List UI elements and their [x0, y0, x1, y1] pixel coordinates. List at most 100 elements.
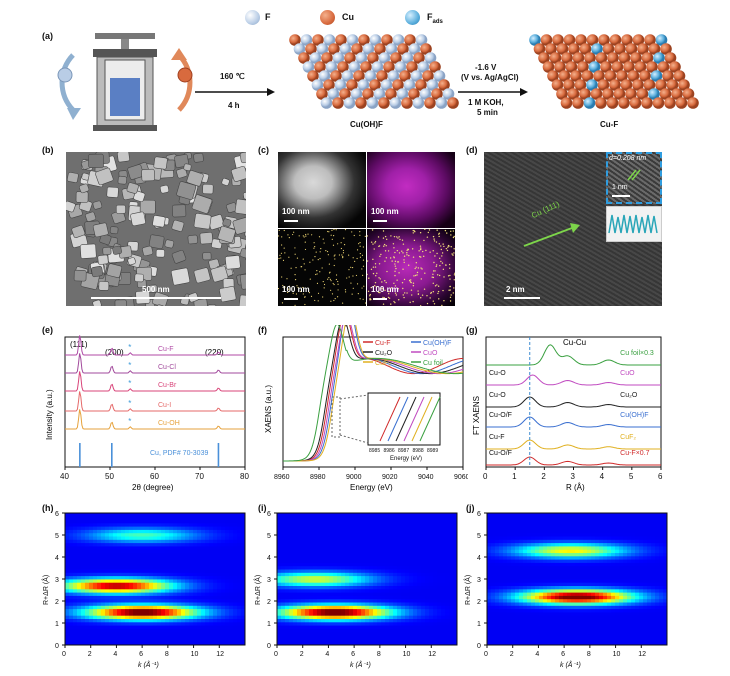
heatmap-cell: [313, 605, 318, 610]
x-tick-label: 1: [512, 472, 517, 481]
heatmap-cell: [345, 588, 350, 593]
heatmap-cell: [89, 608, 94, 613]
heatmap-cell: [357, 542, 362, 547]
eds-dot: [282, 259, 285, 261]
lattice-atom: [682, 88, 695, 100]
heatmap-cell: [69, 552, 74, 557]
heatmap-cell: [121, 516, 126, 520]
heatmap-cell: [73, 605, 78, 610]
heatmap-cell: [337, 588, 342, 593]
heatmap-cell: [133, 582, 138, 586]
heatmap-cell: [345, 595, 350, 600]
heatmap-cell: [441, 529, 446, 534]
heatmap-cell: [301, 569, 306, 573]
heatmap-cell: [305, 598, 310, 603]
heatmap-cell: [109, 559, 114, 563]
heatmap-cell: [209, 572, 214, 577]
heatmap-cell: [325, 618, 330, 623]
eds-dot: [328, 263, 330, 265]
heatmap-cell: [181, 552, 186, 557]
heatmap-cell: [189, 608, 194, 613]
heatmap-cell: [229, 522, 234, 527]
heatmap-cell: [487, 559, 492, 563]
heatmap-cell: [153, 621, 158, 626]
heatmap-cell: [437, 579, 442, 583]
heatmap-cell: [389, 605, 394, 610]
eds-dot: [278, 287, 280, 290]
heatmap-cell: [189, 552, 194, 557]
heatmap-cell: [337, 549, 342, 553]
heatmap-cell: [69, 602, 74, 606]
heatmap-cell: [101, 592, 106, 596]
heatmap-cell: [301, 635, 306, 639]
heatmap-cell: [487, 595, 492, 600]
lattice-atom: [641, 97, 653, 109]
heatmap-cell: [197, 526, 202, 530]
eds-dot: [296, 285, 298, 287]
eds-dot: [304, 269, 306, 271]
heatmap-cell: [153, 635, 158, 639]
eds-dot: [406, 292, 408, 294]
heatmap-cell: [441, 588, 446, 593]
heatmap-cell: [421, 612, 426, 616]
heatmap-cell: [101, 595, 106, 600]
heatmap-cell: [233, 516, 238, 520]
heatmap-cell: [301, 605, 306, 610]
heatmap-cell: [229, 602, 234, 606]
sem-particle: [92, 222, 109, 238]
eds-dot: [432, 291, 435, 293]
heatmap-cell: [145, 542, 150, 547]
heatmap-cell: [209, 602, 214, 606]
heatmap-cell: [409, 569, 414, 573]
heatmap-cell: [285, 608, 290, 613]
heatmap-cell: [225, 608, 230, 613]
heatmap-cell: [445, 529, 450, 534]
heatmap-cell: [137, 638, 142, 643]
heatmap-cell: [181, 572, 186, 577]
heatmap-cell: [409, 602, 414, 606]
heatmap-cell: [109, 579, 114, 583]
heatmap-cell: [333, 562, 338, 567]
sem-particle: [66, 200, 76, 213]
heatmap-cell: [433, 612, 438, 616]
heatmap-cell: [109, 516, 114, 520]
heatmap-cell: [241, 536, 246, 540]
lattice-atom: [316, 43, 329, 55]
heatmap-cell: [385, 598, 390, 603]
heatmap-cell: [197, 598, 202, 603]
heatmap-cell: [499, 635, 504, 639]
heatmap-cell: [301, 582, 306, 586]
heatmap-cell: [113, 641, 118, 646]
heatmap-cell: [437, 585, 442, 590]
heatmap-cell: [237, 592, 242, 596]
heatmap-cell: [133, 631, 138, 636]
xrd-impurity-star: *: [128, 361, 131, 370]
eds-dot: [378, 291, 380, 294]
heatmap-cell: [217, 579, 222, 583]
heatmap-cell: [117, 516, 122, 520]
heatmap-cell: [169, 635, 174, 639]
heatmap-cell: [491, 513, 496, 517]
heatmap-cell: [125, 598, 130, 603]
heatmap-cell: [137, 618, 142, 623]
heatmap-cell: [289, 539, 294, 544]
panel-label-g: (g): [466, 325, 478, 335]
heatmap-cell: [321, 585, 326, 590]
heatmap-cell: [133, 595, 138, 600]
heatmap-cell: [285, 542, 290, 547]
eds-dot: [367, 260, 369, 262]
heatmap-cell: [73, 546, 78, 550]
inset-connector: [339, 434, 369, 444]
heatmap-cell: [313, 592, 318, 596]
heatmap-cell: [153, 608, 158, 613]
heatmap-cell: [225, 579, 230, 583]
lattice-atom: [376, 70, 388, 82]
heatmap-cell: [69, 582, 74, 586]
heatmap-cell: [333, 569, 338, 573]
lattice-atom: [314, 61, 326, 73]
heatmap-cell: [337, 615, 342, 619]
heatmap-cell: [385, 516, 390, 520]
heatmap-cell: [201, 575, 206, 580]
heatmap-cell: [85, 562, 90, 567]
heatmap-cell: [189, 519, 194, 524]
